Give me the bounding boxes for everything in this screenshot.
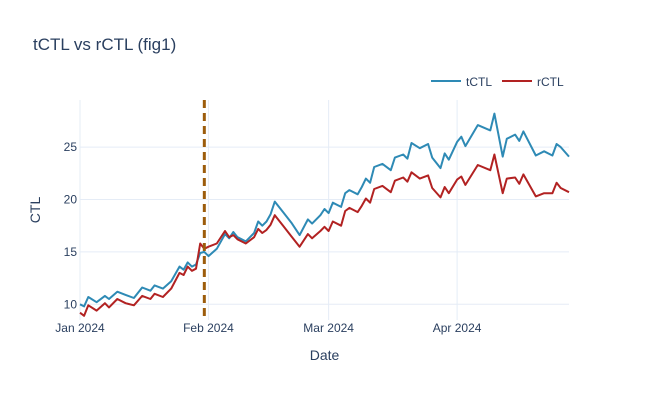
x-tick-label: Apr 2024	[433, 321, 482, 335]
tick-labels: 10 15 20 25 Jan 2024 Feb 2024 Mar 2024 Apr 2024	[55, 140, 481, 335]
y-axis-title: CTL	[27, 197, 43, 224]
legend-label: rCTL	[537, 75, 564, 89]
x-tick-label: Jan 2024	[55, 321, 105, 335]
legend[interactable]: tCTL rCTL	[431, 75, 564, 89]
y-tick-label: 10	[64, 297, 78, 311]
legend-item-tCTL[interactable]: tCTL	[431, 75, 492, 89]
series-line-rCTL	[79, 153, 570, 317]
x-axis-title: Date	[310, 347, 340, 363]
y-tick-label: 20	[64, 193, 78, 207]
chart-title: tCTL vs rCTL (fig1)	[33, 35, 176, 54]
grid	[79, 100, 569, 320]
x-tick-label: Mar 2024	[303, 321, 354, 335]
series-layer	[79, 112, 570, 317]
series-line-tCTL	[79, 112, 570, 308]
x-tick-label: Feb 2024	[183, 321, 234, 335]
y-tick-label: 25	[64, 140, 78, 154]
legend-label: tCTL	[466, 75, 492, 89]
legend-item-rCTL[interactable]: rCTL	[502, 75, 564, 89]
y-tick-label: 15	[64, 245, 78, 259]
